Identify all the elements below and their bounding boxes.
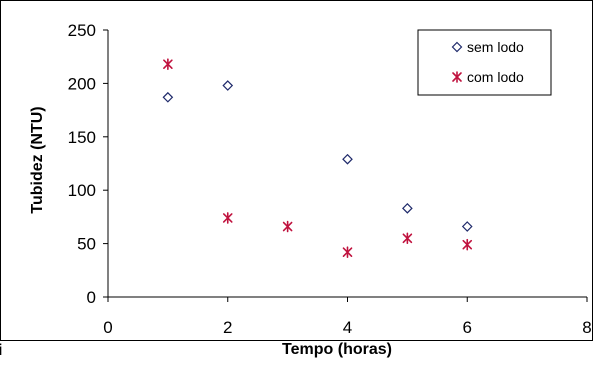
x-tick-labels: 0 2 4 6 8 [103,318,591,337]
stray-text-fragment: i [0,342,3,359]
com-lodo-point [402,232,413,245]
y-tick-label: 150 [68,128,96,147]
y-tick-label: 250 [68,21,96,40]
y-tick-label: 200 [68,74,96,93]
legend-markers [451,41,463,83]
x-tick-label: 2 [223,318,232,337]
x-tick-label: 0 [103,318,112,337]
legend-label-com-lodo: com lodo [467,69,524,85]
sem-lodo-point [461,221,473,232]
legend: sem lodo com lodo [417,29,552,96]
y-tick-label: 0 [87,288,96,307]
x-tick-label: 4 [343,318,352,337]
x-tick-label: 6 [463,318,472,337]
sem-lodo-point [342,153,353,165]
y-tick-labels: 0 50 100 150 200 250 [68,21,96,307]
y-tick-label: 50 [77,235,96,254]
legend-label-sem-lodo: sem lodo [467,39,524,55]
x-axis-title: Tempo (horas) [282,341,392,358]
data-points [162,58,473,258]
axes [103,29,588,302]
com-lodo-point [342,246,353,258]
legend-box [417,29,552,96]
y-tick-label: 100 [68,181,96,200]
com-lodo-point [163,58,173,70]
x-tick-label: 8 [582,318,591,337]
sem-lodo-point [162,91,174,103]
sem-lodo-point [402,203,413,214]
com-lodo-point [222,212,233,224]
com-lodo-point [282,220,293,233]
y-axis-title: Tubidez (NTU) [29,106,46,213]
com-lodo-point [462,238,473,251]
legend-marker-com-lodo [452,71,462,83]
legend-marker-sem-lodo [451,41,463,53]
sem-lodo-point [222,80,234,91]
